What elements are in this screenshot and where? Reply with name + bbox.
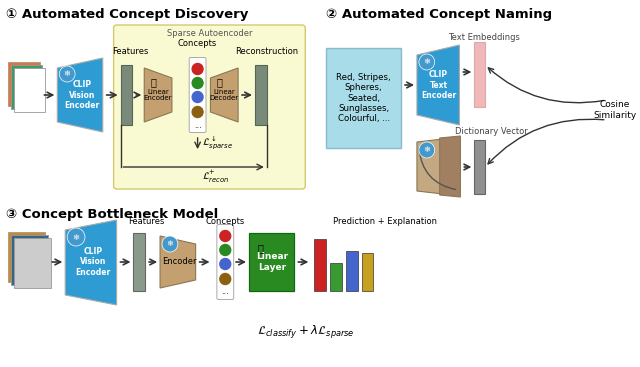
Circle shape [220, 273, 230, 284]
Bar [362, 253, 374, 291]
Polygon shape [211, 68, 238, 122]
Polygon shape [58, 58, 103, 132]
Bar [11, 65, 42, 109]
Text: ① Automated Concept Discovery: ① Automated Concept Discovery [6, 8, 248, 21]
Text: $\mathcal{L}_{classify} + \lambda\mathcal{L}_{sparse}$: $\mathcal{L}_{classify} + \lambda\mathca… [257, 323, 355, 341]
Circle shape [162, 236, 178, 252]
Circle shape [220, 244, 230, 255]
Text: Cosine
Similarity: Cosine Similarity [593, 100, 636, 120]
Bar [8, 232, 45, 282]
Text: Encoder: Encoder [163, 258, 197, 266]
Text: CLIP
Text
Encoder: CLIP Text Encoder [421, 70, 456, 100]
FancyBboxPatch shape [217, 225, 234, 299]
Bar [330, 263, 342, 291]
Circle shape [220, 230, 230, 241]
Polygon shape [144, 68, 172, 122]
FancyBboxPatch shape [189, 58, 206, 132]
Text: Features: Features [112, 47, 148, 57]
Circle shape [60, 66, 75, 82]
Bar [14, 238, 51, 288]
Text: ❄: ❄ [423, 58, 430, 66]
Circle shape [192, 91, 203, 102]
Text: ❄: ❄ [72, 233, 79, 241]
Text: Dictionary Vector: Dictionary Vector [454, 127, 527, 137]
Polygon shape [65, 220, 116, 305]
Text: 🔥: 🔥 [216, 77, 222, 87]
Text: Red, Stripes,
Spheres,
Seated,
Sunglasses,
Colourful, ...: Red, Stripes, Spheres, Seated, Sunglasse… [336, 73, 391, 123]
Text: Linear
Layer: Linear Layer [255, 252, 288, 272]
Text: Prediction + Explanation: Prediction + Explanation [333, 218, 437, 226]
Text: Linear
Decoder: Linear Decoder [210, 88, 239, 102]
Bar [474, 42, 485, 107]
Text: 🔥: 🔥 [150, 77, 156, 87]
Bar [314, 239, 326, 291]
Text: ...: ... [194, 120, 202, 130]
Text: $\mathcal{L}^{+}_{recon}$: $\mathcal{L}^{+}_{recon}$ [202, 169, 229, 185]
Circle shape [67, 228, 85, 246]
Polygon shape [417, 45, 460, 125]
Text: 🔥: 🔥 [258, 243, 264, 253]
Text: Reconstruction: Reconstruction [235, 47, 298, 57]
Polygon shape [440, 136, 460, 197]
Polygon shape [160, 236, 196, 288]
Circle shape [419, 54, 435, 70]
Circle shape [419, 142, 435, 158]
Text: ❄: ❄ [64, 69, 70, 79]
Bar [346, 251, 358, 291]
Text: Features: Features [128, 218, 164, 226]
Text: Concepts: Concepts [205, 218, 245, 226]
Text: Sparse Autoencoder: Sparse Autoencoder [166, 29, 252, 37]
Text: Linear
Encoder: Linear Encoder [144, 88, 172, 102]
Bar [14, 68, 45, 112]
Bar [11, 235, 49, 285]
Circle shape [192, 106, 203, 117]
Text: ...: ... [221, 287, 229, 297]
Text: CLIP
Vision
Encoder: CLIP Vision Encoder [65, 80, 100, 110]
Text: CLIP
Vision
Encoder: CLIP Vision Encoder [76, 247, 111, 277]
FancyBboxPatch shape [114, 25, 305, 189]
Text: ③ Concept Bottleneck Model: ③ Concept Bottleneck Model [6, 208, 218, 221]
Text: ❄: ❄ [166, 240, 173, 248]
FancyBboxPatch shape [326, 48, 401, 148]
Bar [120, 65, 132, 125]
Circle shape [192, 63, 203, 75]
Bar [474, 140, 485, 194]
Text: $\mathcal{L}^{\downarrow}_{sparse}$: $\mathcal{L}^{\downarrow}_{sparse}$ [202, 134, 233, 152]
Text: Text Embeddings: Text Embeddings [448, 33, 520, 43]
Circle shape [220, 258, 230, 269]
Text: Concepts: Concepts [178, 39, 217, 47]
Bar [255, 65, 267, 125]
Bar [8, 62, 40, 106]
Bar [249, 233, 294, 291]
Bar [133, 233, 145, 291]
Circle shape [192, 77, 203, 88]
Polygon shape [417, 138, 451, 195]
Text: ❄: ❄ [423, 145, 430, 155]
Text: ② Automated Concept Naming: ② Automated Concept Naming [326, 8, 552, 21]
